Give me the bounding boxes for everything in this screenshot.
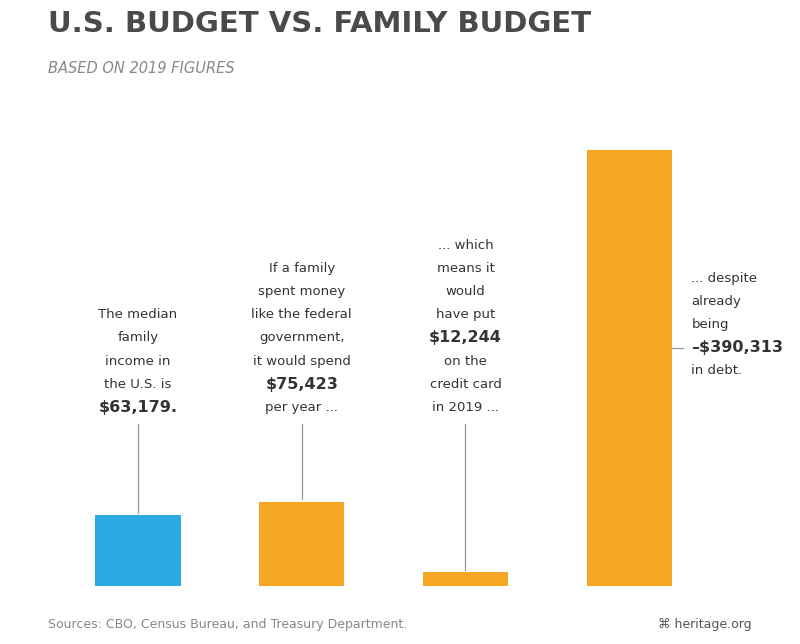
Text: would: would [446,285,486,298]
Text: already: already [691,295,742,308]
Text: ... which: ... which [438,239,494,252]
Text: have put: have put [436,308,495,321]
Text: ... despite: ... despite [691,272,758,285]
Text: U.S. BUDGET VS. FAMILY BUDGET: U.S. BUDGET VS. FAMILY BUDGET [48,10,591,37]
Text: government,: government, [259,332,345,345]
Text: it would spend: it would spend [253,355,350,368]
Text: –$390,313: –$390,313 [691,340,783,355]
Text: $63,179.: $63,179. [98,400,178,415]
Text: income in: income in [106,355,170,368]
Text: per year ...: per year ... [266,401,338,414]
Text: $75,423: $75,423 [266,377,338,392]
Text: the U.S. is: the U.S. is [104,378,172,391]
Text: If a family: If a family [269,262,335,275]
Bar [423,573,508,586]
Text: Sources: CBO, Census Bureau, and Treasury Department.: Sources: CBO, Census Bureau, and Treasur… [48,618,407,631]
Text: The median: The median [98,308,178,321]
Text: spent money: spent money [258,285,346,298]
Text: being: being [691,318,729,331]
Bar [95,515,181,586]
Text: $12,244: $12,244 [429,330,502,345]
Bar [586,150,672,586]
Text: on the: on the [444,355,487,368]
Text: like the federal: like the federal [251,308,352,321]
Text: means it: means it [437,262,494,275]
Text: ⌘ heritage.org: ⌘ heritage.org [658,618,752,631]
Text: credit card: credit card [430,378,502,391]
Text: in 2019 ...: in 2019 ... [432,401,499,414]
Bar [259,502,344,586]
Text: BASED ON 2019 FIGURES: BASED ON 2019 FIGURES [48,61,234,76]
Text: family: family [118,332,158,345]
Text: in debt.: in debt. [691,365,742,377]
